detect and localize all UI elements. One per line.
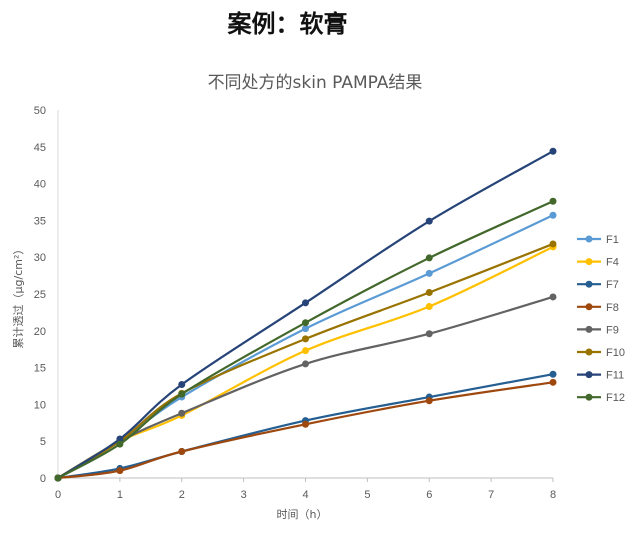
x-tick-label: 2 bbox=[179, 489, 185, 501]
y-tick-label: 5 bbox=[40, 436, 46, 448]
x-tick-label: 7 bbox=[488, 489, 494, 501]
data-point bbox=[302, 335, 309, 343]
data-point bbox=[549, 370, 557, 378]
y-tick-label: 30 bbox=[34, 252, 46, 264]
series-f11 bbox=[54, 147, 557, 482]
legend-item-f1: F1 bbox=[577, 234, 619, 246]
data-point bbox=[549, 211, 557, 219]
y-axis-title: 累计透过（μg/cm²） bbox=[12, 244, 25, 349]
legend-item-f12: F12 bbox=[577, 392, 625, 404]
data-point bbox=[116, 467, 124, 475]
data-point bbox=[425, 217, 433, 225]
y-tick-label: 0 bbox=[40, 473, 46, 485]
legend-marker bbox=[585, 325, 593, 333]
data-point bbox=[425, 254, 433, 262]
legend-item-f4: F4 bbox=[577, 257, 619, 269]
chart-title: 不同处方的skin PAMPA结果 bbox=[207, 73, 423, 93]
data-point bbox=[302, 347, 309, 355]
legend-label: F11 bbox=[606, 370, 624, 382]
data-point bbox=[302, 360, 309, 368]
legend-marker bbox=[585, 393, 593, 401]
data-point bbox=[549, 240, 557, 248]
data-point bbox=[302, 420, 309, 428]
x-tick-label: 6 bbox=[426, 489, 432, 501]
data-point bbox=[116, 435, 124, 443]
y-tick-label: 45 bbox=[34, 142, 46, 154]
legend-marker bbox=[585, 235, 593, 243]
series-f1 bbox=[54, 211, 557, 482]
x-axis-title: 时间（h） bbox=[277, 508, 328, 521]
data-point bbox=[178, 448, 186, 456]
data-point bbox=[549, 378, 557, 386]
y-tick-label: 40 bbox=[34, 179, 46, 191]
legend-marker bbox=[585, 371, 593, 379]
data-point bbox=[302, 299, 309, 307]
series-line bbox=[56, 150, 555, 480]
chart-series bbox=[54, 147, 557, 482]
legend-label: F4 bbox=[606, 257, 619, 269]
y-tick-label: 10 bbox=[34, 399, 46, 411]
legend-label: F9 bbox=[606, 324, 619, 336]
page-title: 案例：软膏 bbox=[227, 10, 348, 38]
x-tick-label: 1 bbox=[117, 489, 123, 501]
x-tick-label: 8 bbox=[550, 489, 556, 501]
legend-marker bbox=[585, 258, 593, 266]
y-tick-label: 15 bbox=[34, 363, 46, 375]
legend-label: F8 bbox=[606, 302, 619, 314]
data-point bbox=[302, 325, 309, 333]
data-point bbox=[178, 381, 186, 389]
legend-item-f11: F11 bbox=[577, 370, 624, 382]
legend-item-f7: F7 bbox=[577, 279, 619, 291]
data-point bbox=[549, 293, 557, 301]
data-point bbox=[425, 330, 433, 338]
legend-item-f9: F9 bbox=[577, 324, 619, 336]
y-tick-label: 25 bbox=[34, 289, 46, 301]
data-point bbox=[116, 440, 124, 448]
data-point bbox=[425, 269, 433, 277]
legend-item-f8: F8 bbox=[577, 302, 619, 314]
legend-marker bbox=[585, 348, 593, 356]
y-tick-label: 35 bbox=[34, 215, 46, 227]
chart-legend: F1 F4 F7 F8 F9 F10 F11 F12 bbox=[577, 234, 625, 404]
legend-label: F12 bbox=[606, 392, 625, 404]
legend-marker bbox=[585, 303, 593, 311]
legend-label: F7 bbox=[606, 279, 619, 291]
legend-label: F10 bbox=[606, 347, 625, 359]
data-point bbox=[425, 303, 433, 311]
data-point bbox=[425, 397, 433, 405]
data-point bbox=[425, 289, 433, 297]
data-point bbox=[302, 319, 309, 327]
legend-label: F1 bbox=[606, 234, 619, 246]
y-tick-label: 20 bbox=[34, 326, 46, 338]
y-tick-label: 50 bbox=[34, 105, 46, 117]
x-tick-label: 4 bbox=[302, 489, 308, 501]
data-point bbox=[54, 474, 62, 482]
series-f12 bbox=[54, 197, 557, 482]
x-tick-label: 0 bbox=[55, 489, 61, 501]
legend-marker bbox=[585, 280, 593, 288]
data-point bbox=[178, 409, 186, 417]
data-point bbox=[178, 390, 186, 398]
data-point bbox=[549, 147, 557, 155]
legend-item-f10: F10 bbox=[577, 347, 625, 359]
x-tick-label: 3 bbox=[241, 489, 247, 501]
data-point bbox=[549, 197, 557, 205]
x-tick-label: 5 bbox=[364, 489, 370, 501]
series-line bbox=[56, 214, 555, 480]
